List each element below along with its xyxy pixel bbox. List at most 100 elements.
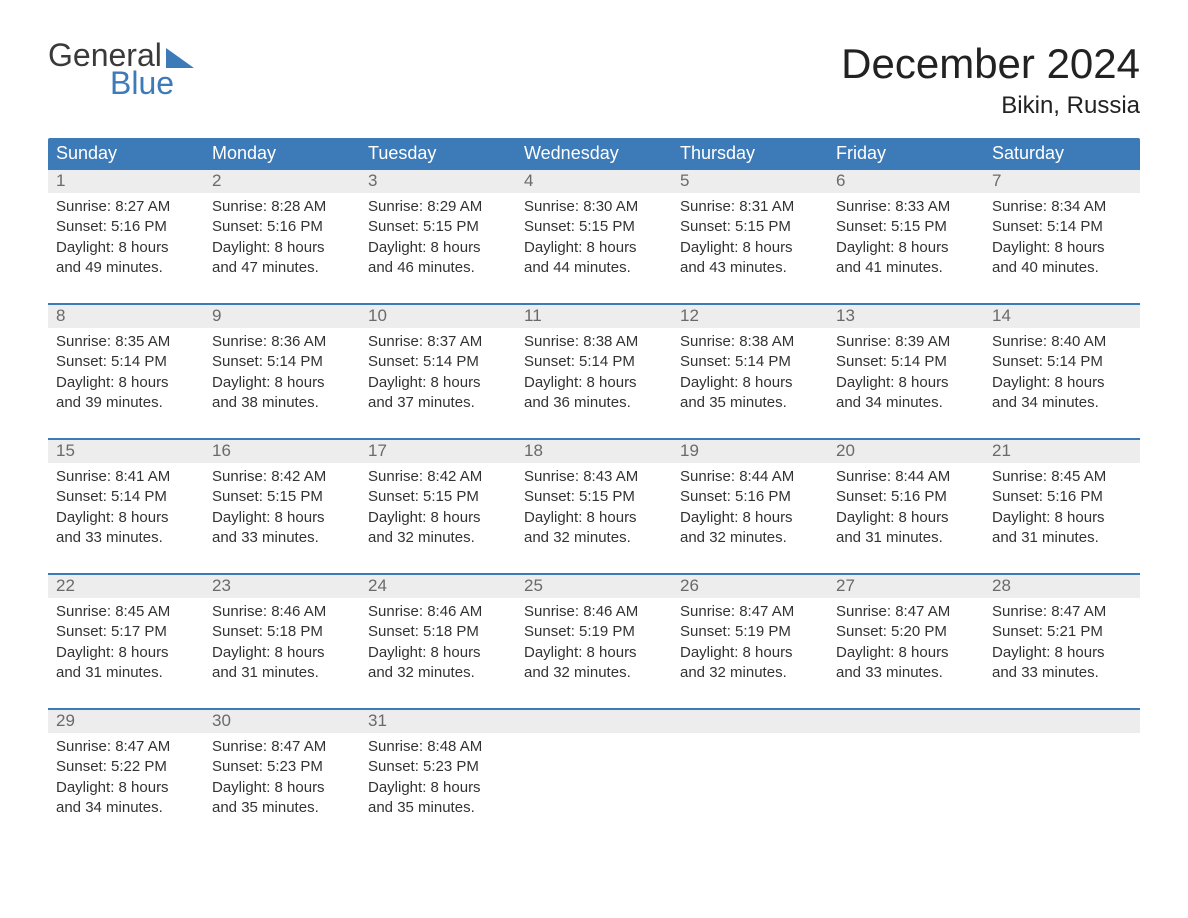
week: 22232425262728Sunrise: 8:45 AMSunset: 5:… (48, 573, 1140, 694)
day-number: 15 (48, 440, 204, 463)
sunset-line: Sunset: 5:15 PM (524, 487, 664, 507)
day-cell: Sunrise: 8:38 AMSunset: 5:14 PMDaylight:… (672, 328, 828, 424)
sunset-line: Sunset: 5:23 PM (212, 757, 352, 777)
daylight-line: Daylight: 8 hours and 31 minutes. (56, 643, 196, 684)
weeks-container: 1234567Sunrise: 8:27 AMSunset: 5:16 PMDa… (48, 170, 1140, 829)
day-number: 7 (984, 170, 1140, 193)
day-number: 14 (984, 305, 1140, 328)
sunrise-line: Sunrise: 8:29 AM (368, 197, 508, 217)
title-block: December 2024 Bikin, Russia (841, 40, 1140, 130)
weekday-header-row: Sunday Monday Tuesday Wednesday Thursday… (48, 138, 1140, 170)
daylight-line: Daylight: 8 hours and 32 minutes. (680, 643, 820, 684)
daylight-line: Daylight: 8 hours and 31 minutes. (992, 508, 1132, 549)
sunset-line: Sunset: 5:20 PM (836, 622, 976, 642)
day-number: 25 (516, 575, 672, 598)
daylight-line: Daylight: 8 hours and 31 minutes. (836, 508, 976, 549)
day-cell: Sunrise: 8:30 AMSunset: 5:15 PMDaylight:… (516, 193, 672, 289)
week: 15161718192021Sunrise: 8:41 AMSunset: 5:… (48, 438, 1140, 559)
daylight-line: Daylight: 8 hours and 34 minutes. (836, 373, 976, 414)
sunrise-line: Sunrise: 8:30 AM (524, 197, 664, 217)
sunrise-line: Sunrise: 8:33 AM (836, 197, 976, 217)
calendar: Sunday Monday Tuesday Wednesday Thursday… (48, 138, 1140, 829)
week: 891011121314Sunrise: 8:35 AMSunset: 5:14… (48, 303, 1140, 424)
day-number (984, 710, 1140, 733)
daylight-line: Daylight: 8 hours and 33 minutes. (992, 643, 1132, 684)
week: 1234567Sunrise: 8:27 AMSunset: 5:16 PMDa… (48, 170, 1140, 289)
day-cell: Sunrise: 8:42 AMSunset: 5:15 PMDaylight:… (360, 463, 516, 559)
day-cell: Sunrise: 8:47 AMSunset: 5:20 PMDaylight:… (828, 598, 984, 694)
day-cell: Sunrise: 8:41 AMSunset: 5:14 PMDaylight:… (48, 463, 204, 559)
day-number (672, 710, 828, 733)
day-cell: Sunrise: 8:43 AMSunset: 5:15 PMDaylight:… (516, 463, 672, 559)
day-number: 27 (828, 575, 984, 598)
sunrise-line: Sunrise: 8:39 AM (836, 332, 976, 352)
sunrise-line: Sunrise: 8:42 AM (212, 467, 352, 487)
day-number: 16 (204, 440, 360, 463)
daylight-line: Daylight: 8 hours and 40 minutes. (992, 238, 1132, 279)
daylight-line: Daylight: 8 hours and 34 minutes. (56, 778, 196, 819)
day-number: 24 (360, 575, 516, 598)
sunrise-line: Sunrise: 8:46 AM (368, 602, 508, 622)
day-cell: Sunrise: 8:38 AMSunset: 5:14 PMDaylight:… (516, 328, 672, 424)
sunrise-line: Sunrise: 8:45 AM (56, 602, 196, 622)
day-cell: Sunrise: 8:46 AMSunset: 5:18 PMDaylight:… (204, 598, 360, 694)
daylight-line: Daylight: 8 hours and 33 minutes. (836, 643, 976, 684)
day-cell (516, 733, 672, 829)
day-cell: Sunrise: 8:39 AMSunset: 5:14 PMDaylight:… (828, 328, 984, 424)
day-number: 22 (48, 575, 204, 598)
sunrise-line: Sunrise: 8:44 AM (836, 467, 976, 487)
daylight-line: Daylight: 8 hours and 33 minutes. (212, 508, 352, 549)
sunset-line: Sunset: 5:15 PM (212, 487, 352, 507)
sunrise-line: Sunrise: 8:28 AM (212, 197, 352, 217)
weekday-header: Sunday (48, 138, 204, 170)
day-cell: Sunrise: 8:47 AMSunset: 5:22 PMDaylight:… (48, 733, 204, 829)
sunset-line: Sunset: 5:14 PM (368, 352, 508, 372)
weekday-header: Wednesday (516, 138, 672, 170)
day-cell: Sunrise: 8:37 AMSunset: 5:14 PMDaylight:… (360, 328, 516, 424)
day-cell: Sunrise: 8:36 AMSunset: 5:14 PMDaylight:… (204, 328, 360, 424)
weekday-header: Saturday (984, 138, 1140, 170)
day-cell: Sunrise: 8:34 AMSunset: 5:14 PMDaylight:… (984, 193, 1140, 289)
header: General Blue December 2024 Bikin, Russia (48, 40, 1140, 130)
daylight-line: Daylight: 8 hours and 49 minutes. (56, 238, 196, 279)
sunrise-line: Sunrise: 8:35 AM (56, 332, 196, 352)
sunrise-line: Sunrise: 8:43 AM (524, 467, 664, 487)
day-number: 4 (516, 170, 672, 193)
sunrise-line: Sunrise: 8:34 AM (992, 197, 1132, 217)
day-cell (672, 733, 828, 829)
day-number: 19 (672, 440, 828, 463)
day-cell: Sunrise: 8:29 AMSunset: 5:15 PMDaylight:… (360, 193, 516, 289)
logo-text-2: Blue (110, 68, 174, 98)
day-cell: Sunrise: 8:33 AMSunset: 5:15 PMDaylight:… (828, 193, 984, 289)
title-month: December 2024 (841, 40, 1140, 88)
day-cell: Sunrise: 8:48 AMSunset: 5:23 PMDaylight:… (360, 733, 516, 829)
sunrise-line: Sunrise: 8:48 AM (368, 737, 508, 757)
day-number: 10 (360, 305, 516, 328)
sunset-line: Sunset: 5:14 PM (56, 352, 196, 372)
day-cell: Sunrise: 8:27 AMSunset: 5:16 PMDaylight:… (48, 193, 204, 289)
daylight-line: Daylight: 8 hours and 41 minutes. (836, 238, 976, 279)
week: 293031Sunrise: 8:47 AMSunset: 5:22 PMDay… (48, 708, 1140, 829)
sunset-line: Sunset: 5:16 PM (836, 487, 976, 507)
day-cell (828, 733, 984, 829)
sunrise-line: Sunrise: 8:27 AM (56, 197, 196, 217)
day-cell: Sunrise: 8:46 AMSunset: 5:18 PMDaylight:… (360, 598, 516, 694)
day-number-bar: 15161718192021 (48, 440, 1140, 463)
day-content-row: Sunrise: 8:41 AMSunset: 5:14 PMDaylight:… (48, 463, 1140, 559)
day-number-bar: 293031 (48, 710, 1140, 733)
weekday-header: Friday (828, 138, 984, 170)
day-cell: Sunrise: 8:31 AMSunset: 5:15 PMDaylight:… (672, 193, 828, 289)
day-cell: Sunrise: 8:40 AMSunset: 5:14 PMDaylight:… (984, 328, 1140, 424)
sunset-line: Sunset: 5:14 PM (992, 217, 1132, 237)
sunset-line: Sunset: 5:14 PM (212, 352, 352, 372)
sunrise-line: Sunrise: 8:38 AM (680, 332, 820, 352)
daylight-line: Daylight: 8 hours and 32 minutes. (524, 643, 664, 684)
day-number: 31 (360, 710, 516, 733)
daylight-line: Daylight: 8 hours and 35 minutes. (680, 373, 820, 414)
sunrise-line: Sunrise: 8:40 AM (992, 332, 1132, 352)
day-number-bar: 891011121314 (48, 305, 1140, 328)
day-number: 26 (672, 575, 828, 598)
daylight-line: Daylight: 8 hours and 46 minutes. (368, 238, 508, 279)
sunset-line: Sunset: 5:16 PM (212, 217, 352, 237)
sunrise-line: Sunrise: 8:46 AM (524, 602, 664, 622)
